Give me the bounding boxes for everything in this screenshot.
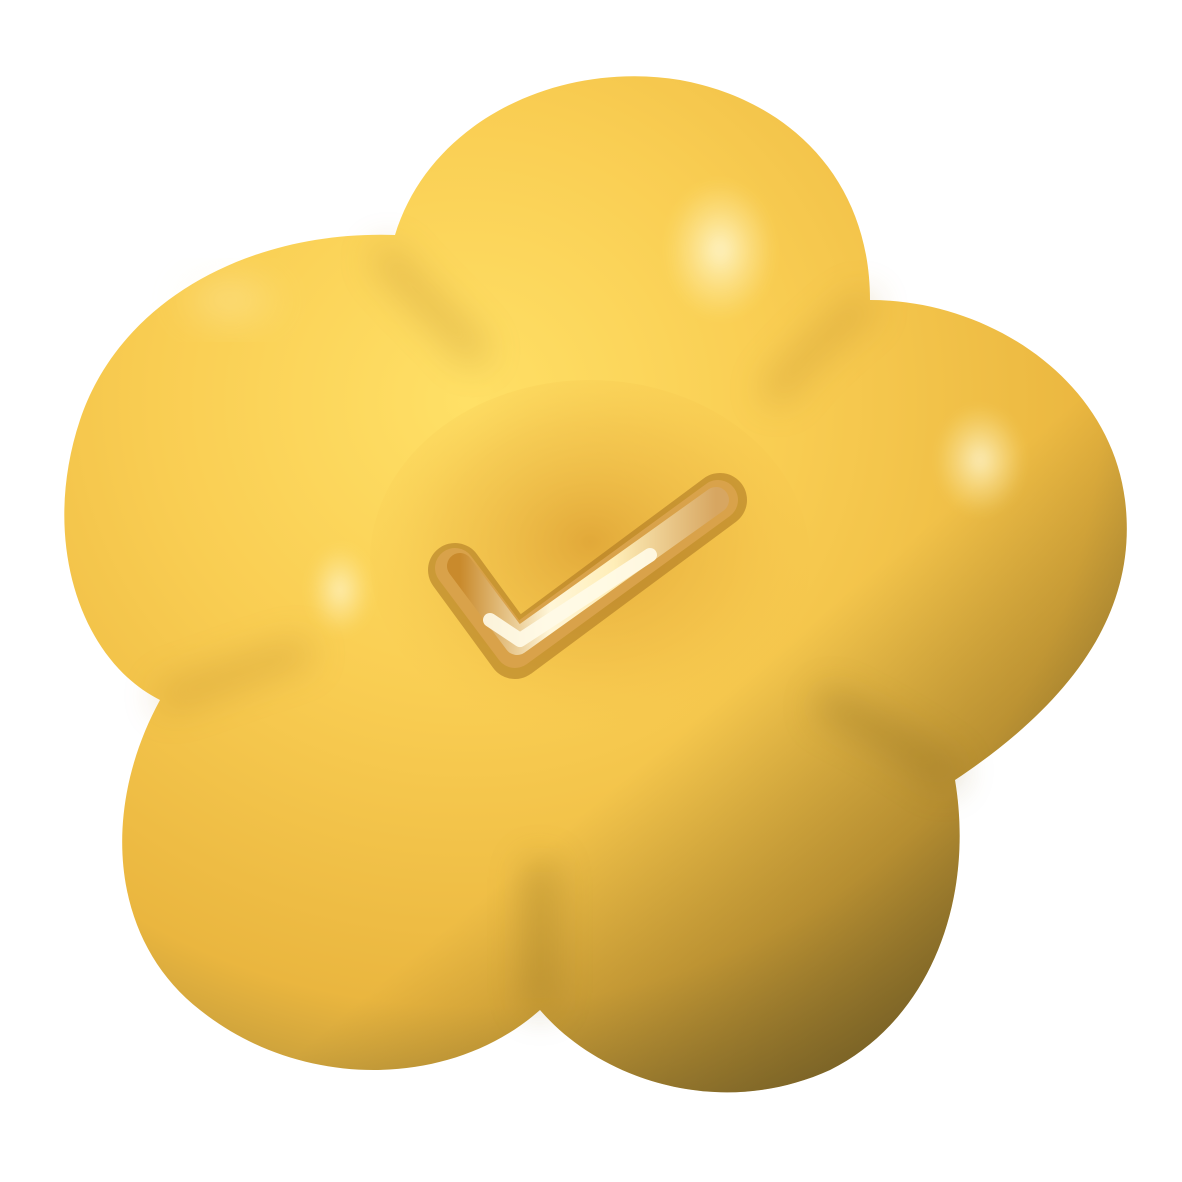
petal-highlights	[170, 180, 1025, 635]
checkmark-icon	[428, 473, 747, 679]
center-dimple	[370, 380, 810, 740]
petal-creases	[155, 241, 964, 1010]
